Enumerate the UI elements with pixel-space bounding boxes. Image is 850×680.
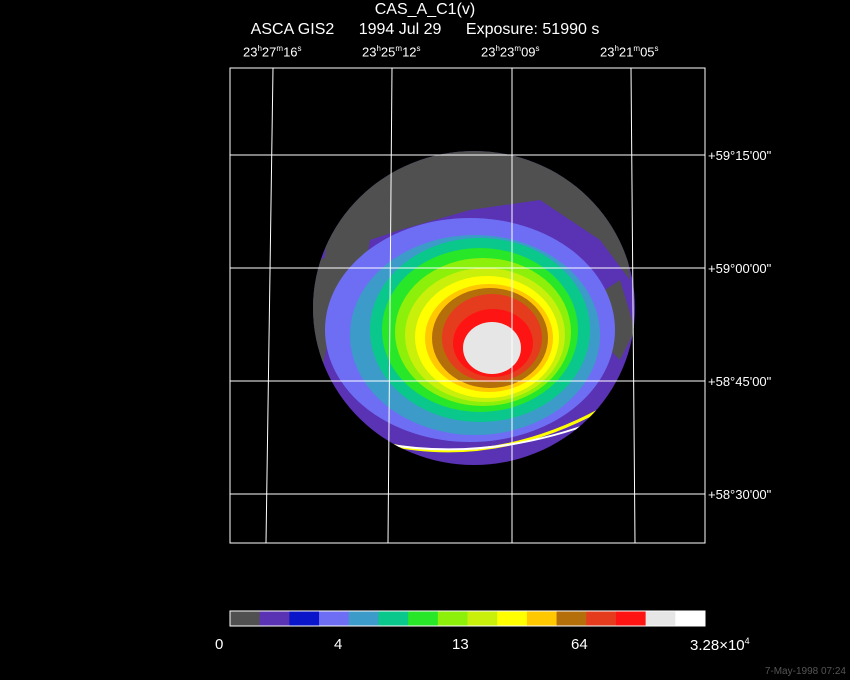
plot-frame — [229, 67, 706, 544]
colorbar-tick-4: 4 — [334, 636, 343, 653]
observation-info: ASCA GIS2 1994 Jul 29 Exposure: 51990 s — [0, 21, 850, 39]
colorbar-swatch — [675, 611, 706, 626]
colorbar-swatch — [467, 611, 498, 626]
colorbar-swatch — [319, 611, 350, 626]
exposure-label: Exposure: 51990 s — [465, 21, 600, 38]
colorbar-tick-64: 64 — [571, 636, 588, 653]
colorbar-swatch — [645, 611, 676, 626]
image-title: CAS_A_C1(v) — [374, 1, 476, 18]
colorbar-swatch — [615, 611, 647, 626]
colorbar-swatch — [289, 611, 320, 626]
coordinate-grid — [230, 67, 705, 544]
colorbar-swatch — [437, 611, 468, 626]
colorbar-swatch — [526, 611, 558, 626]
dec-label-3: +58°45'00" — [708, 374, 772, 389]
dec-label-4: +58°30'00" — [708, 487, 772, 502]
colorbar-tick-13: 13 — [452, 636, 469, 653]
dec-label-2: +59°00'00" — [708, 261, 772, 276]
ra-label-2: 23h25m12s — [362, 44, 421, 60]
observation-date: 1994 Jul 29 — [358, 21, 442, 38]
colorbar-swatch — [259, 611, 290, 626]
ra-label-1: 23h27m16s — [243, 44, 302, 60]
detector-image — [313, 151, 635, 465]
instrument-label: ASCA GIS2 — [250, 21, 335, 38]
colorbar-tick-0: 0 — [215, 636, 224, 653]
colorbar-swatch — [556, 611, 587, 626]
colorbar-swatch — [586, 611, 617, 626]
timestamp: 7-May-1998 07:24 — [764, 666, 846, 677]
colorbar — [230, 611, 706, 626]
colorbar-swatch — [497, 611, 528, 626]
dec-label-1: +59°15'00" — [708, 148, 772, 163]
colorbar-swatch — [348, 611, 379, 626]
colorbar-swatch — [408, 611, 439, 626]
colorbar-swatch — [230, 611, 261, 626]
colorbar-tick-max: 3.28×104 — [690, 636, 750, 654]
colorbar-swatch — [378, 611, 409, 626]
colorbar-frame — [229, 610, 706, 627]
ra-label-4: 23h21m05s — [600, 44, 659, 60]
ra-label-3: 23h23m09s — [481, 44, 540, 60]
